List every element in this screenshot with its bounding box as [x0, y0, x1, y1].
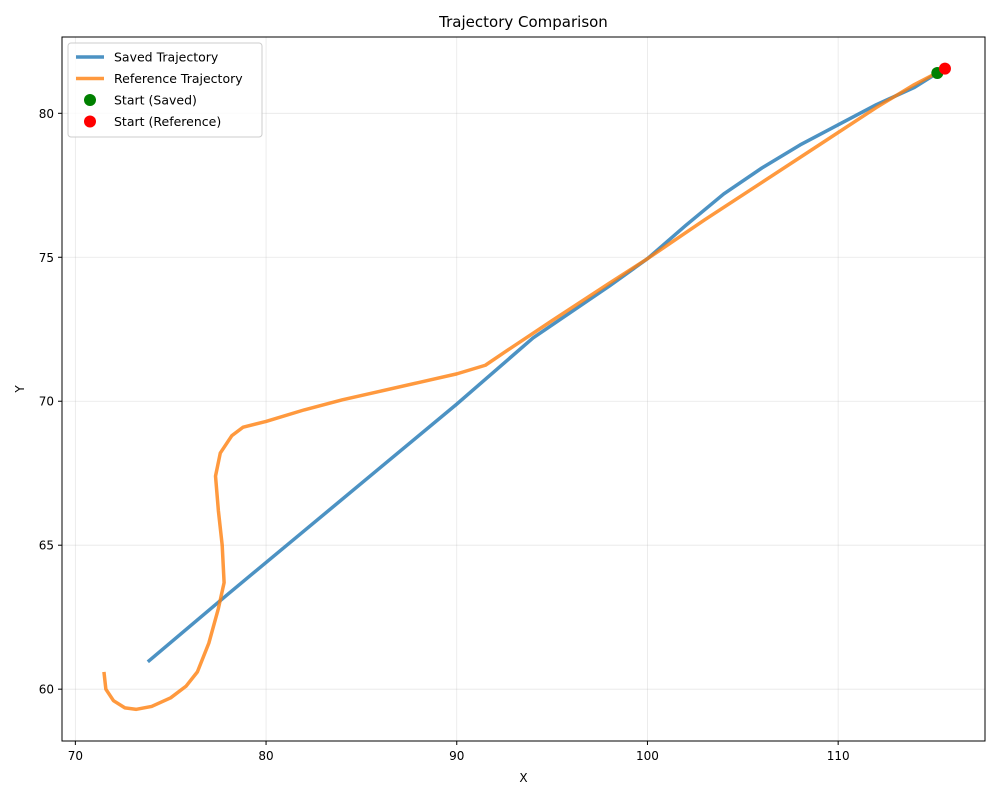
- series-line-saved: [146, 71, 939, 664]
- legend-entry-label: Start (Saved): [114, 93, 197, 108]
- series-line-reference: [102, 67, 946, 712]
- grid: [62, 37, 985, 741]
- y-tick-label: 75: [39, 251, 54, 265]
- y-tick-label: 80: [39, 107, 54, 121]
- legend-box: [67, 42, 263, 138]
- y-tick-label: 60: [39, 683, 54, 697]
- y-tick-label: 70: [39, 395, 54, 409]
- legend-marker-swatch: [84, 115, 96, 128]
- legend-entry-label: Saved Trajectory: [114, 50, 219, 65]
- legend-entry-label: Reference Trajectory: [114, 71, 243, 86]
- axis-ticks: 70 80 90 100 110 60 65 70 75 80: [39, 107, 850, 763]
- legend-marker-swatch: [84, 94, 96, 106]
- x-tick-label: 100: [636, 749, 659, 763]
- start-marker-reference: [938, 62, 951, 75]
- legend: Saved Trajectory Reference Trajectory Star…: [67, 42, 263, 138]
- x-tick-label: 70: [68, 749, 83, 763]
- series-lines: [102, 67, 946, 712]
- y-tick-label: 65: [39, 539, 54, 553]
- x-tick-label: 110: [827, 749, 850, 763]
- plot-frame: [61, 36, 986, 742]
- legend-entry-label: Start (Reference): [114, 114, 221, 129]
- x-tick-label: 80: [258, 749, 273, 763]
- x-axis-label: X: [519, 771, 527, 785]
- x-tick-label: 90: [449, 749, 464, 763]
- chart-title: Trajectory Comparison: [438, 13, 608, 31]
- y-axis-label: Y: [13, 385, 27, 394]
- start-markers: [931, 62, 951, 79]
